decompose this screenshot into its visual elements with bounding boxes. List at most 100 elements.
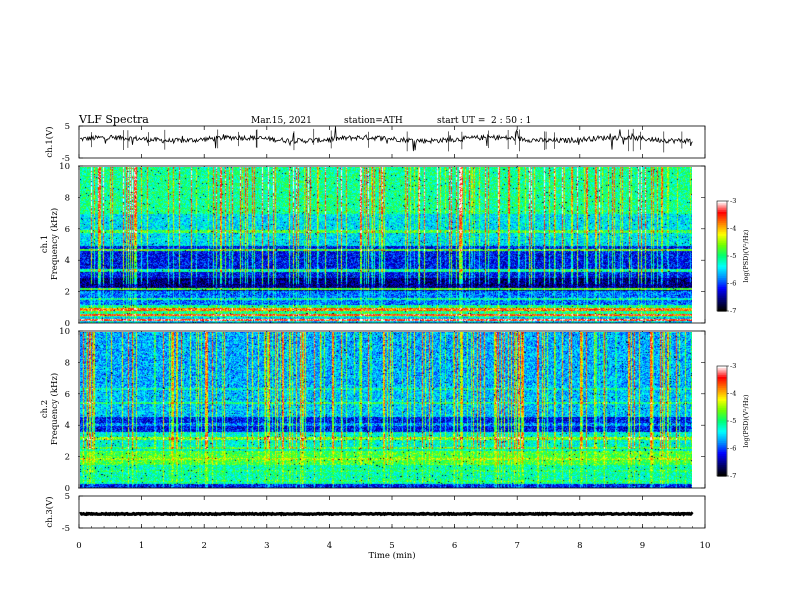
colorbar-segment <box>717 292 727 296</box>
colorbar-segment <box>717 224 727 228</box>
colorbar-segment <box>717 430 727 433</box>
colorbar-segment <box>717 397 727 400</box>
colorbar-tick-label: -3 <box>730 197 736 205</box>
spectrogram-raster <box>80 332 692 488</box>
colorbar-segment <box>717 472 727 475</box>
colorbar-segment <box>717 298 727 301</box>
y-tick-label: 8 <box>65 358 70 368</box>
colorbar-segment <box>717 305 727 308</box>
colorbar-segment <box>717 248 727 252</box>
colorbar-segment <box>717 373 727 376</box>
colorbar-segment <box>717 285 727 288</box>
colorbar-segment <box>717 371 727 374</box>
colorbar-segment <box>717 421 727 424</box>
colorbar-segment <box>717 239 727 242</box>
colorbar-segment <box>717 428 727 431</box>
colorbar-segment <box>717 245 727 248</box>
y-tick-label: 6 <box>65 225 70 235</box>
colorbar-segment <box>717 384 727 387</box>
colorbar-segment <box>717 217 727 220</box>
colorbar-tick-label: -5 <box>730 417 736 425</box>
colorbar-segment <box>717 404 727 407</box>
colorbar-segment <box>717 201 727 204</box>
colorbar-tick-label: -7 <box>730 472 736 480</box>
colorbar-segment <box>717 241 727 244</box>
colorbar-segment <box>717 459 727 462</box>
colorbar-segment <box>717 466 727 470</box>
colorbar-segment <box>717 454 727 457</box>
colorbar-segment <box>717 228 727 231</box>
colorbar-segment <box>717 455 727 459</box>
ch2-colorbar <box>716 365 728 477</box>
colorbar-segment <box>717 413 727 417</box>
colorbar-segment <box>717 237 727 241</box>
colorbar-segment <box>717 254 727 257</box>
colorbar-segment <box>717 221 727 224</box>
colorbar-segment <box>717 265 727 268</box>
colorbar-segment <box>717 267 727 270</box>
waveform-trace <box>79 511 694 517</box>
y-tick-label: 8 <box>65 193 70 203</box>
colorbar-segment <box>717 386 727 389</box>
start-time-label: 2 : 50 : 1 <box>491 116 531 126</box>
colorbar-segment <box>717 206 727 209</box>
colorbar-segment <box>717 369 727 373</box>
colorbar-segment <box>717 307 727 310</box>
colorbar-segment <box>717 432 727 435</box>
colorbar-segment <box>717 443 727 446</box>
ch1-colorbar <box>716 200 728 312</box>
y-tick-label: 10 <box>59 162 70 172</box>
colorbar-segment <box>717 450 727 453</box>
x-tick-label: 0 <box>76 541 81 551</box>
colorbar-segment <box>717 367 727 371</box>
colorbar-segment <box>717 303 727 307</box>
station-label: station=ATH <box>344 116 403 126</box>
x-tick-label: 5 <box>389 541 394 551</box>
colorbar-segment <box>717 415 727 418</box>
colorbar-segment <box>717 444 727 448</box>
colorbar-segment <box>717 232 727 235</box>
colorbar-tick-label: -6 <box>730 445 736 453</box>
colorbar-segment <box>717 283 727 286</box>
colorbar-tick-label: -6 <box>730 280 736 288</box>
x-tick-label: 7 <box>514 541 519 551</box>
colorbar-segment <box>717 270 727 274</box>
colorbar-segment <box>717 395 727 398</box>
colorbar-segment <box>717 309 727 312</box>
y-tick-label: 4 <box>65 256 70 266</box>
colorbar-segment <box>717 213 727 217</box>
ch2-colorbar-label: log(PSD)(V²/Hz) <box>742 394 750 447</box>
ch2-spectrogram-ylabel-top: ch.2 <box>40 400 50 418</box>
y-tick-label: 10 <box>59 327 70 337</box>
ch2-spectrogram-ylabel: Frequency (kHz) <box>49 373 60 445</box>
colorbar-segment <box>717 278 727 281</box>
colorbar-segment <box>717 452 727 455</box>
y-tick-label: -5 <box>62 524 70 534</box>
colorbar-segment <box>717 448 727 451</box>
dynamic-chart-layer: 0 1 2 3 4 5 6 7 8 9 105-55-502468100246810-3-4-5-6… <box>59 122 736 551</box>
colorbar-segment <box>717 235 727 239</box>
colorbar-segment <box>717 426 727 429</box>
colorbar-segment <box>717 243 727 246</box>
colorbar-segment <box>717 380 727 384</box>
colorbar-segment <box>717 294 727 297</box>
ch2-spectrogram-frame <box>78 330 706 489</box>
colorbar-segment <box>717 375 727 378</box>
colorbar-segment <box>717 272 727 275</box>
colorbar-segment <box>717 470 727 473</box>
y-tick-label: -5 <box>62 154 70 164</box>
colorbar-segment <box>717 389 727 393</box>
figure-title: VLF Spectra <box>78 113 149 126</box>
colorbar-segment <box>717 246 727 250</box>
date-label: Mar.15, 2021 <box>251 116 312 126</box>
colorbar-segment <box>717 439 727 442</box>
colorbar-segment <box>717 281 727 285</box>
colorbar-segment <box>717 402 727 406</box>
y-tick-label: 0 <box>65 484 70 494</box>
colorbar-segment <box>717 411 727 415</box>
colorbar-segment <box>717 261 727 264</box>
y-tick-label: 2 <box>65 288 70 298</box>
colorbar-segment <box>717 256 727 259</box>
colorbar-segment <box>717 300 727 303</box>
